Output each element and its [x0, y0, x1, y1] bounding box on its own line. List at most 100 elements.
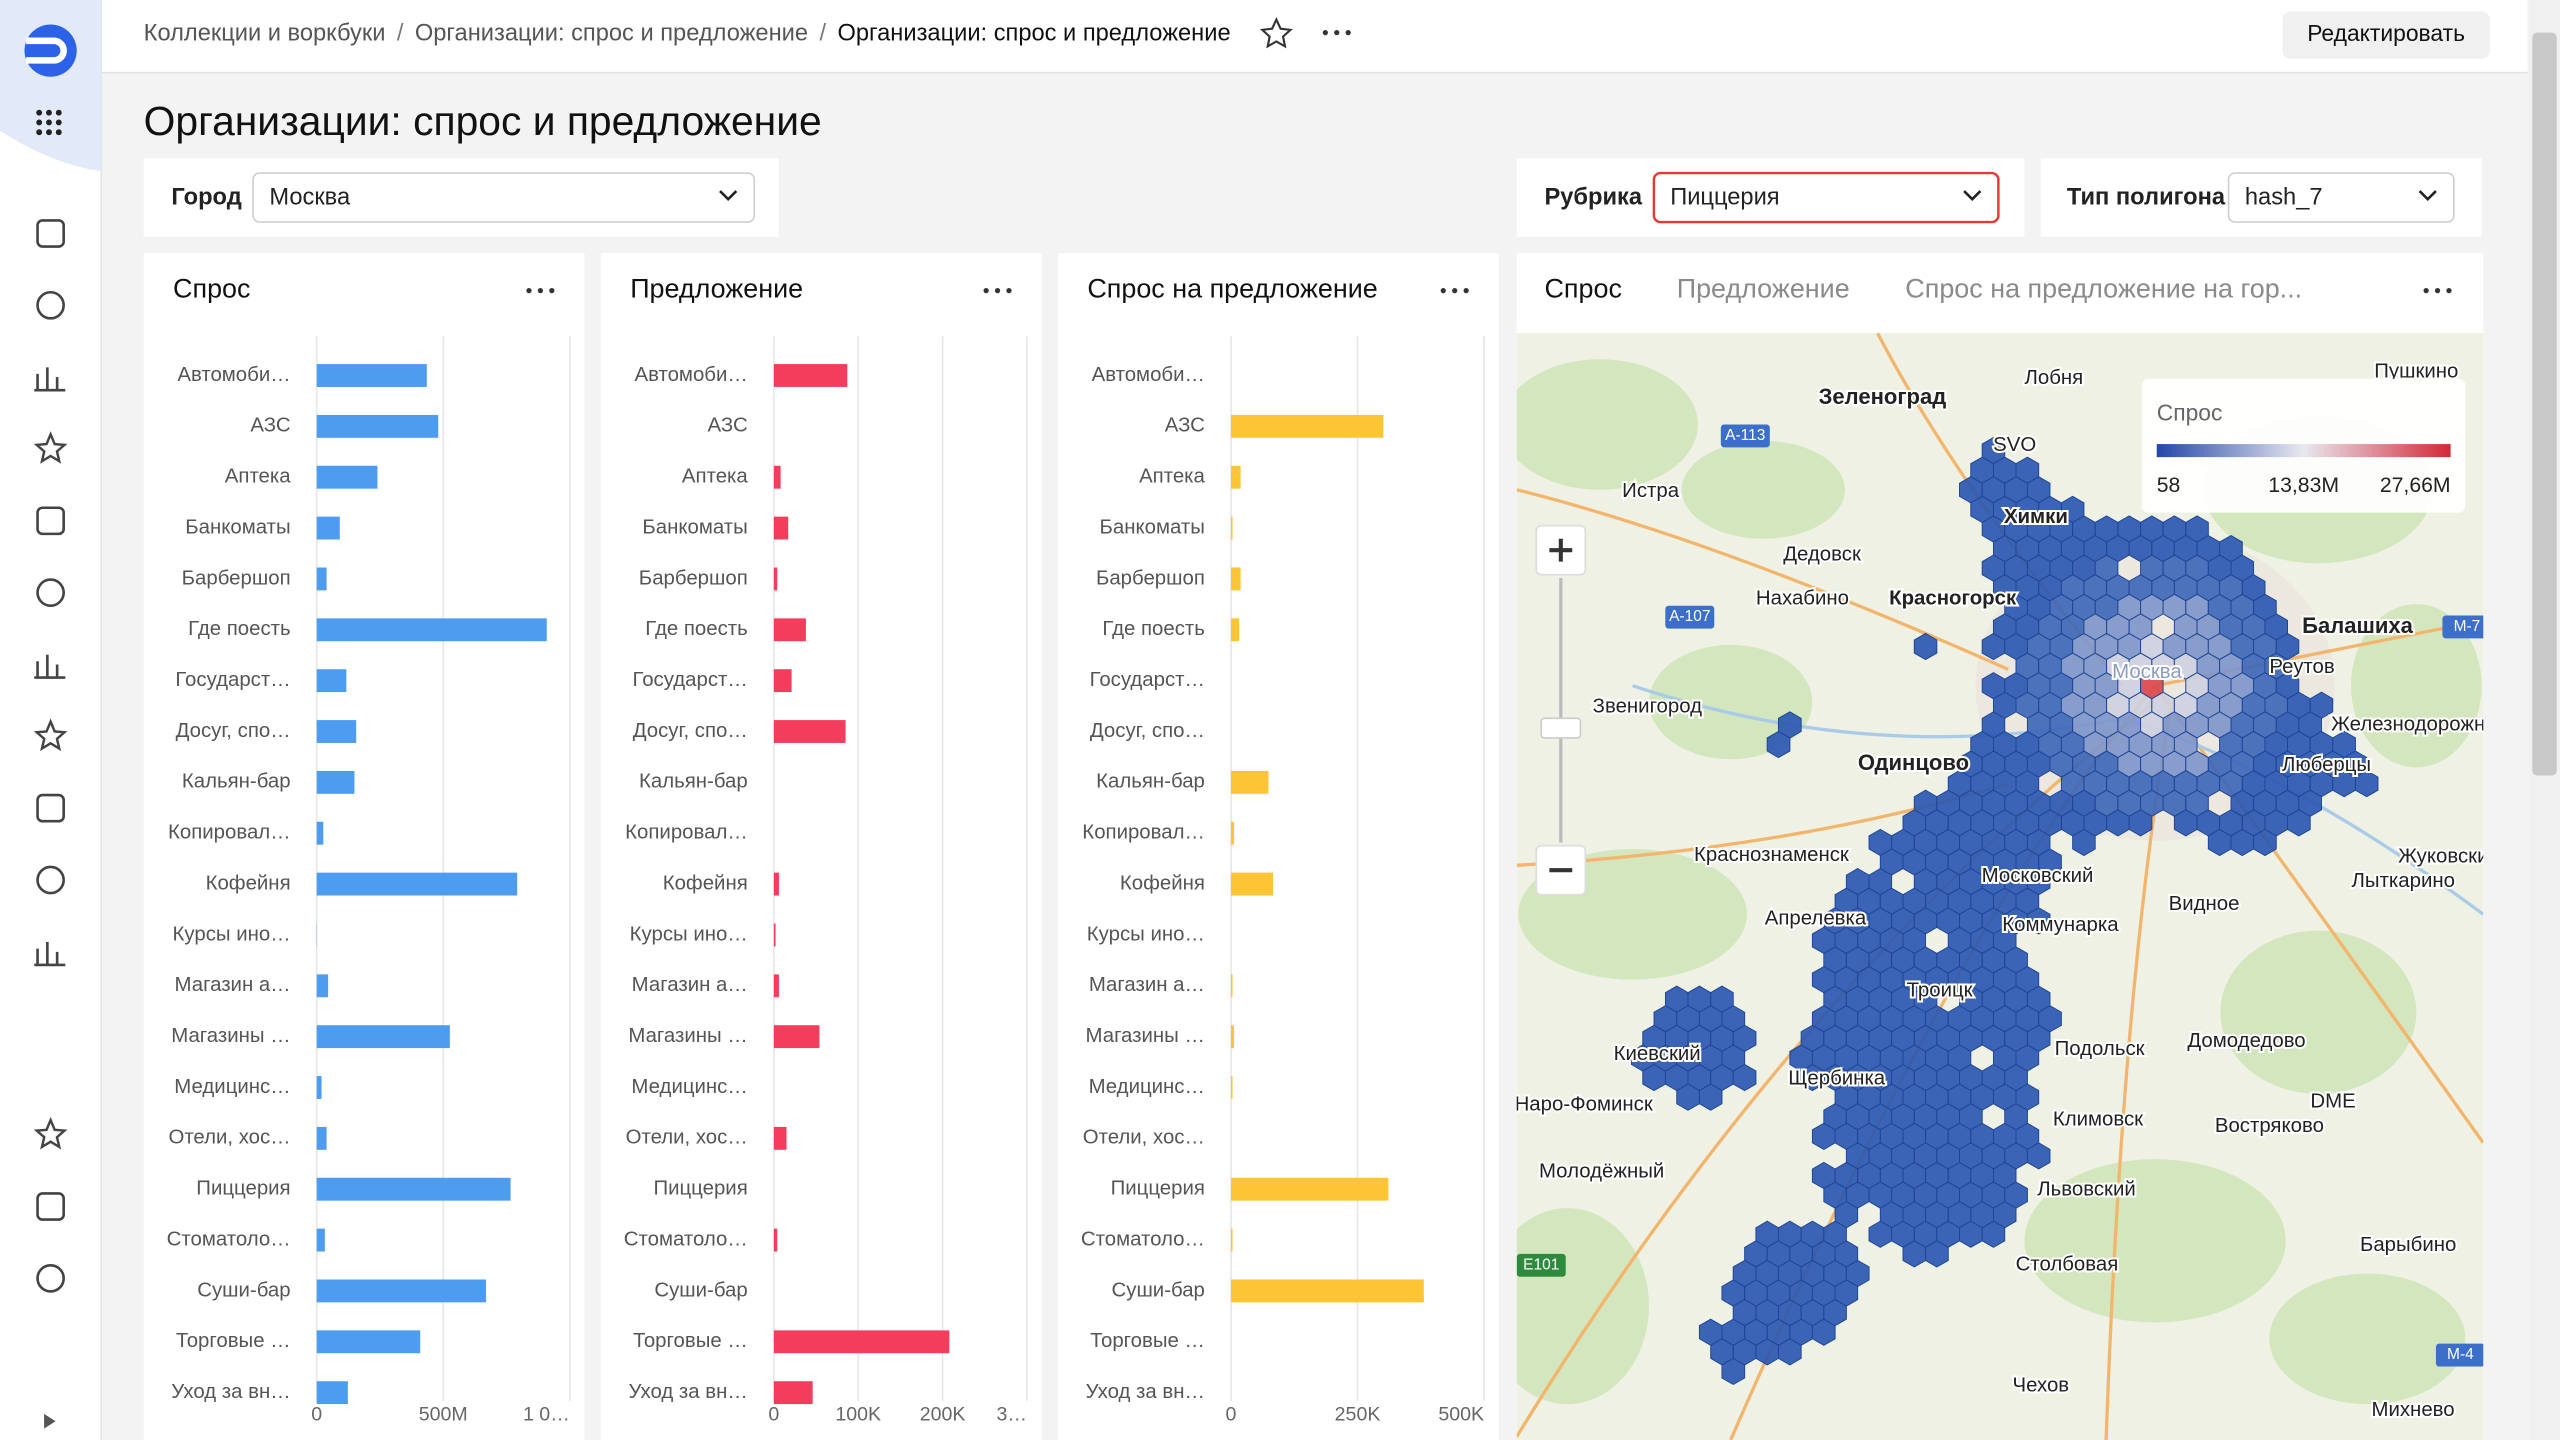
y-tick-label: Кофейня	[206, 872, 291, 894]
map-place-label: Московский	[1982, 865, 2094, 887]
map-tab[interactable]: Спрос на предложение на гор...	[1905, 274, 2302, 304]
nav-icon[interactable]	[36, 1192, 65, 1221]
icon-shape	[36, 865, 65, 895]
icon-shape	[36, 793, 65, 823]
icon-shape	[34, 654, 66, 679]
logo[interactable]	[24, 24, 77, 77]
bar	[773, 720, 846, 743]
nav-icon[interactable]	[36, 793, 65, 823]
more-menu[interactable]	[1322, 30, 1351, 36]
breadcrumb[interactable]: Организации: спрос и предложение	[415, 21, 808, 47]
y-tick-label: Барбершоп	[1096, 567, 1205, 589]
zoom-handle[interactable]	[1540, 717, 1582, 739]
dot	[46, 109, 52, 116]
favorite-star[interactable]	[1259, 17, 1293, 49]
y-tick-label: Копировал…	[1082, 822, 1205, 844]
legend-gradient	[2156, 444, 2451, 458]
filter-select[interactable]	[1652, 171, 2000, 224]
filter-select[interactable]	[252, 172, 756, 223]
y-tick-label: Магазин а…	[175, 974, 291, 996]
forest	[2220, 930, 2417, 1094]
bar	[1231, 414, 1384, 438]
forest	[2024, 1159, 2286, 1323]
bar	[773, 1126, 787, 1150]
map-tab[interactable]: Предложение	[1677, 274, 1850, 304]
nav-icon[interactable]	[34, 654, 66, 679]
bar	[773, 567, 778, 591]
map-place-label: Нахабино	[1756, 588, 1849, 610]
edit-button[interactable]	[2282, 11, 2490, 59]
scrollbar-thumb[interactable]	[2532, 32, 2557, 776]
y-tick-label: Аптека	[1139, 466, 1205, 488]
hexagon	[1811, 1318, 1836, 1346]
y-tick-label: Магазин а…	[1089, 974, 1205, 996]
nav-icon[interactable]	[33, 431, 68, 464]
dot	[526, 288, 532, 294]
nav-icon[interactable]	[36, 219, 65, 248]
forest	[2351, 604, 2482, 768]
nav-icon[interactable]	[36, 578, 65, 608]
chart-menu[interactable]	[526, 288, 555, 294]
nav-icon[interactable]	[36, 506, 65, 536]
nav-icon[interactable]	[36, 1264, 65, 1293]
bar	[773, 669, 792, 693]
icon-shape	[36, 1264, 65, 1293]
y-tick-label: Суши-бар	[654, 1279, 747, 1301]
filter-label: Рубрика	[1544, 185, 1642, 211]
y-tick-label: Торговые …	[1090, 1330, 1205, 1352]
map-menu[interactable]	[2423, 288, 2452, 294]
road-shield	[2435, 1343, 2484, 1367]
bar	[773, 1228, 778, 1252]
y-tick-label: Аптека	[225, 466, 291, 488]
bar	[1231, 1076, 1233, 1099]
map-place-label: Видное	[2169, 893, 2240, 915]
nav-icon[interactable]	[33, 718, 68, 752]
nav-icon[interactable]	[34, 367, 66, 392]
map-tab[interactable]: Спрос	[1544, 274, 1621, 304]
map-place-label: Железнодорожн	[2331, 713, 2485, 735]
apps-menu[interactable]	[36, 109, 62, 136]
x-tick-label: 3…	[996, 1404, 1026, 1426]
bar	[316, 1381, 348, 1405]
page-title: Организации: спрос и предложение	[144, 98, 822, 144]
bar	[316, 516, 340, 540]
nav-icon[interactable]	[34, 942, 66, 967]
breadcrumb[interactable]: Коллекции и воркбуки	[144, 21, 386, 47]
y-tick-label: Стоматоло…	[167, 1228, 291, 1250]
map-place-label: Столбовая	[2016, 1254, 2119, 1276]
y-tick-label: Магазин а…	[632, 974, 748, 996]
bar	[1231, 618, 1240, 642]
chart-menu[interactable]	[983, 288, 1012, 294]
y-tick-label: Магазины …	[1086, 1025, 1205, 1047]
legend-tick-label: 58	[2157, 474, 2181, 497]
icon-shape	[36, 578, 65, 608]
collapse-sidebar[interactable]	[44, 1413, 56, 1429]
y-tick-label: Отели, хос…	[626, 1127, 748, 1149]
map-place-label: Дедовск	[1783, 543, 1862, 565]
road-shield	[1516, 1253, 1566, 1277]
nav-icon[interactable]	[36, 290, 65, 320]
chart-panel	[1057, 253, 1499, 1440]
nav-icon[interactable]	[33, 1116, 68, 1150]
nav-icon[interactable]	[36, 865, 65, 895]
y-tick-label: Государст…	[175, 669, 290, 691]
filter-value: Пиццерия	[1670, 185, 1779, 211]
map-place-label: Зеленоград	[1819, 384, 1947, 409]
y-tick-label: Досуг, спо…	[1090, 720, 1205, 742]
y-tick-label: Кальян-бар	[182, 771, 291, 793]
y-tick-label: Досуг, спо…	[176, 720, 291, 742]
map-place-label: Лобня	[2025, 367, 2084, 389]
chart-menu[interactable]	[1440, 288, 1469, 294]
hexagon	[1766, 730, 1791, 759]
filter-select[interactable]	[2227, 172, 2455, 223]
dot	[2434, 288, 2441, 294]
map-place-label: А-107	[1669, 608, 1710, 625]
icon-shape	[36, 506, 65, 536]
hexagon	[1913, 632, 1938, 661]
map-place-label: Одинцово	[1858, 750, 1969, 775]
bar	[316, 567, 327, 591]
bar	[316, 720, 357, 743]
chart-title: Спрос	[173, 274, 250, 304]
bar	[316, 669, 347, 693]
filter-label: Тип полигона	[2067, 185, 2226, 211]
